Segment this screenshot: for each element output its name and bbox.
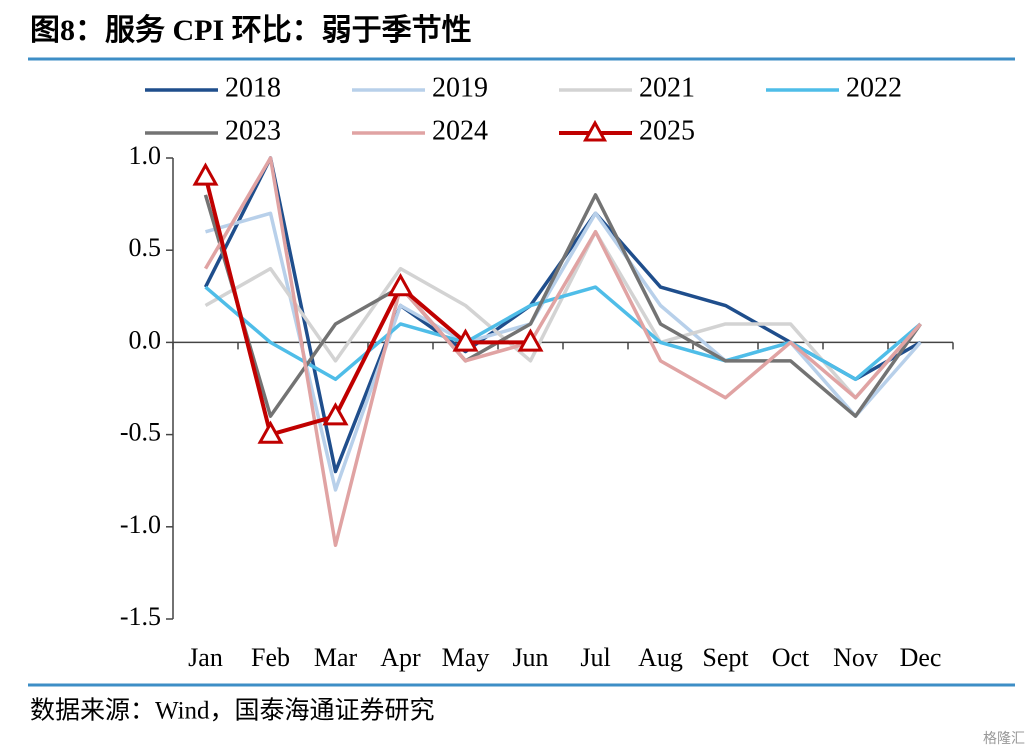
series-line	[203, 156, 922, 547]
x-tick-label: Jul	[580, 643, 610, 672]
x-tick-label: May	[442, 643, 490, 672]
y-tick-label: 1.0	[129, 141, 162, 170]
legend-label: 2018	[225, 72, 281, 103]
marker	[192, 162, 219, 186]
watermark: 格隆汇	[983, 731, 1025, 747]
legend-marker	[582, 119, 608, 142]
x-tick-label: Feb	[251, 643, 290, 672]
x-tick-label: Oct	[772, 643, 810, 672]
series-line	[203, 193, 922, 418]
x-tick-label: Mar	[314, 643, 358, 672]
marker	[517, 328, 544, 352]
legend-label: 2021	[639, 72, 695, 103]
chart-title: 图8：服务 CPI 环比：弱于季节性	[30, 14, 472, 47]
x-tick-label: Sept	[702, 643, 749, 672]
x-tick-label: Aug	[638, 643, 683, 672]
legend-label: 2024	[432, 115, 488, 146]
marker	[452, 328, 479, 352]
x-tick-label: Jun	[512, 643, 548, 672]
x-tick-label: Dec	[900, 643, 942, 672]
y-tick-label: 0.5	[129, 233, 162, 262]
x-tick-label: Apr	[380, 643, 421, 672]
y-tick-label: -1.0	[120, 510, 161, 539]
source: 数据来源：Wind，国泰海通证券研究	[30, 697, 435, 725]
y-tick-label: -0.5	[120, 418, 161, 447]
series-line	[203, 175, 531, 437]
series-line	[205, 211, 922, 492]
y-tick-label: -1.5	[120, 602, 161, 631]
legend-label: 2025	[639, 115, 695, 146]
y-tick-label: 0.0	[129, 325, 162, 354]
series-line	[204, 285, 922, 382]
legend-label: 2023	[225, 115, 281, 146]
marker	[322, 402, 349, 426]
x-tick-label: Jan	[188, 643, 223, 672]
x-tick-label: Nov	[833, 643, 878, 672]
marker	[257, 420, 284, 444]
legend-label: 2019	[432, 72, 488, 103]
marker	[387, 273, 414, 297]
legend-label: 2022	[846, 72, 902, 103]
